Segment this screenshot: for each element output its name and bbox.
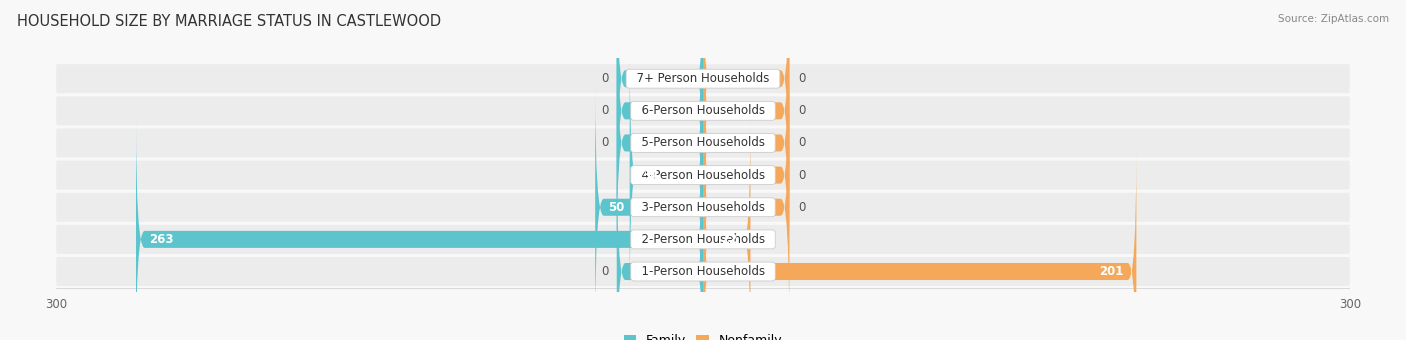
FancyBboxPatch shape (703, 55, 789, 295)
FancyBboxPatch shape (703, 0, 789, 199)
Text: 6-Person Households: 6-Person Households (634, 104, 772, 117)
Text: 0: 0 (600, 72, 609, 85)
Text: Source: ZipAtlas.com: Source: ZipAtlas.com (1278, 14, 1389, 23)
FancyBboxPatch shape (595, 87, 703, 327)
Text: 0: 0 (797, 136, 806, 150)
Text: 263: 263 (149, 233, 173, 246)
Text: 0: 0 (600, 136, 609, 150)
Text: 0: 0 (797, 72, 806, 85)
Text: 7+ Person Households: 7+ Person Households (628, 72, 778, 85)
Text: 0: 0 (600, 265, 609, 278)
FancyBboxPatch shape (703, 87, 789, 327)
Text: HOUSEHOLD SIZE BY MARRIAGE STATUS IN CASTLEWOOD: HOUSEHOLD SIZE BY MARRIAGE STATUS IN CAS… (17, 14, 441, 29)
Text: 0: 0 (797, 169, 806, 182)
FancyBboxPatch shape (617, 23, 703, 263)
FancyBboxPatch shape (617, 0, 703, 231)
Text: 34: 34 (643, 169, 659, 182)
Text: 4-Person Households: 4-Person Households (634, 169, 772, 182)
Text: 22: 22 (721, 233, 738, 246)
FancyBboxPatch shape (56, 225, 1350, 254)
FancyBboxPatch shape (56, 96, 1350, 125)
Text: 201: 201 (1099, 265, 1123, 278)
Text: 3-Person Households: 3-Person Households (634, 201, 772, 214)
Text: 50: 50 (609, 201, 624, 214)
Text: 5-Person Households: 5-Person Households (634, 136, 772, 150)
FancyBboxPatch shape (630, 55, 703, 295)
FancyBboxPatch shape (56, 160, 1350, 190)
Text: 1-Person Households: 1-Person Households (634, 265, 772, 278)
FancyBboxPatch shape (703, 0, 789, 231)
Text: 0: 0 (797, 104, 806, 117)
FancyBboxPatch shape (56, 64, 1350, 93)
Text: 0: 0 (797, 201, 806, 214)
FancyBboxPatch shape (136, 119, 703, 340)
Legend: Family, Nonfamily: Family, Nonfamily (624, 334, 782, 340)
FancyBboxPatch shape (703, 152, 1136, 340)
FancyBboxPatch shape (56, 193, 1350, 222)
FancyBboxPatch shape (617, 152, 703, 340)
Text: 2-Person Households: 2-Person Households (634, 233, 772, 246)
FancyBboxPatch shape (703, 119, 751, 340)
FancyBboxPatch shape (56, 257, 1350, 286)
FancyBboxPatch shape (56, 129, 1350, 157)
Text: 0: 0 (600, 104, 609, 117)
FancyBboxPatch shape (617, 0, 703, 199)
FancyBboxPatch shape (703, 23, 789, 263)
